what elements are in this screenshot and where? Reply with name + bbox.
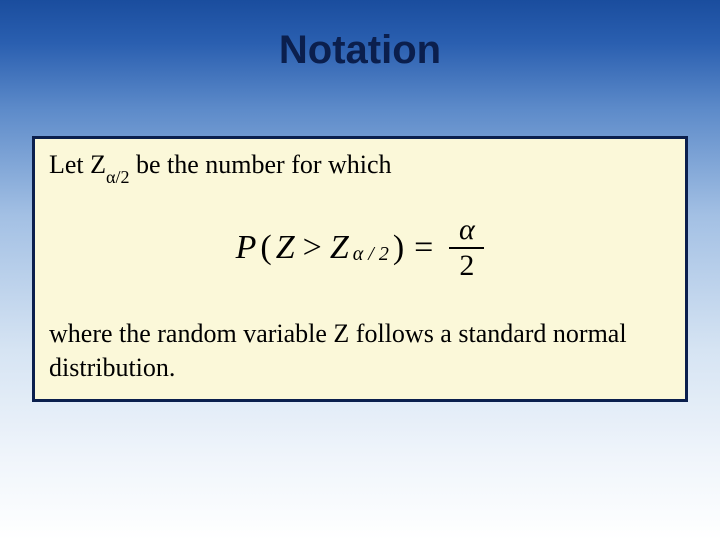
formula-close-paren: )	[393, 229, 404, 267]
formula: P(Z > Zα / 2) = α 2	[236, 215, 485, 281]
definition-box: Let Zα/2 be the number for which P(Z > Z…	[32, 136, 688, 402]
definition-line-2: where the random variable Z follows a st…	[49, 299, 671, 385]
formula-Zsym: Z	[330, 229, 349, 267]
line1-prefix: Let Z	[49, 150, 106, 179]
definition-line-1: Let Zα/2 be the number for which	[49, 147, 671, 185]
slide: Notation Let Zα/2 be the number for whic…	[0, 0, 720, 540]
formula-gt: >	[299, 229, 326, 267]
formula-Z: Z	[276, 229, 295, 267]
formula-open-paren: (	[260, 229, 271, 267]
formula-numerator: α	[453, 215, 481, 247]
formula-equals: =	[408, 229, 439, 267]
line1-suffix: be the number for which	[129, 150, 391, 179]
formula-P: P	[236, 229, 257, 267]
formula-denominator: 2	[449, 247, 484, 281]
formula-Z-subscript: α / 2	[353, 243, 389, 266]
slide-title: Notation	[0, 0, 720, 73]
formula-container: P(Z > Zα / 2) = α 2	[49, 185, 671, 299]
line1-subscript: α/2	[106, 167, 129, 187]
formula-fraction: α 2	[449, 215, 484, 281]
